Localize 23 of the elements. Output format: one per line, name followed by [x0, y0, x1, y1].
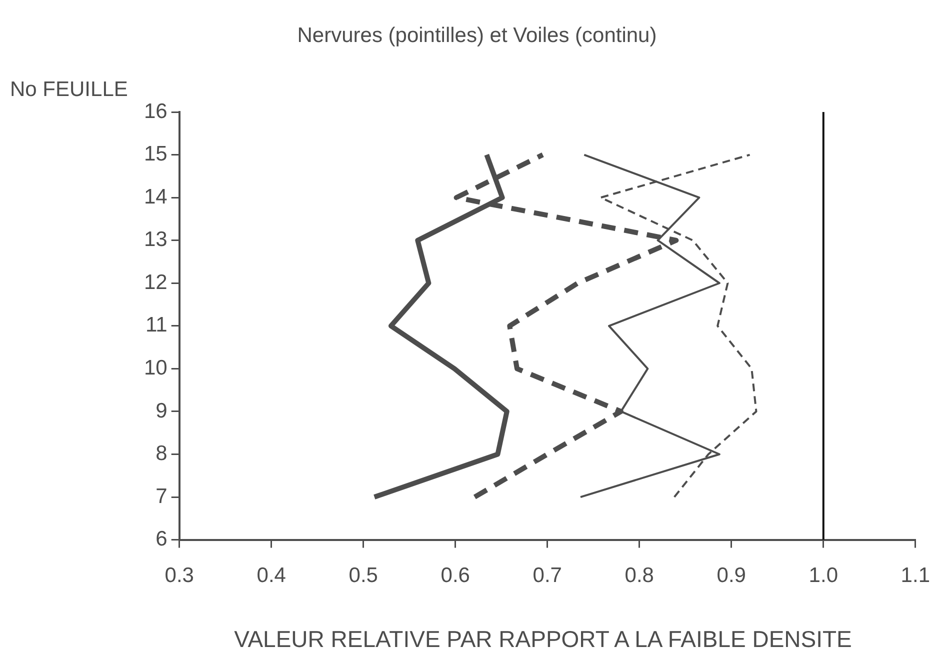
x-tick-label: 1.1 [900, 564, 930, 588]
x-tick-label: 0.9 [716, 564, 746, 588]
x-tick-label: 1.0 [808, 564, 838, 588]
y-tick-label: 11 [146, 314, 168, 337]
x-tick-label: 0.5 [348, 564, 378, 588]
y-tick-label: 7 [156, 484, 168, 508]
y-tick-label: 14 [144, 185, 168, 208]
y-tick-label: 8 [156, 442, 168, 466]
x-tick-label: 0.3 [164, 564, 194, 588]
x-tick-label: 0.4 [256, 564, 286, 588]
chart-title: Nervures (pointilles) et Voiles (continu) [296, 24, 658, 48]
x-axis-title: VALEUR RELATIVE PAR RAPPORT A LA FAIBLE DENSITE [233, 626, 853, 653]
y-axis-title: No FEUILLE [10, 78, 128, 102]
y-tick-label: 10 [144, 356, 168, 380]
y-tick-label: 6 [156, 528, 168, 551]
x-tick-label: 0.7 [532, 564, 562, 588]
x-tick-label: 0.8 [624, 564, 654, 588]
y-tick-label: 15 [144, 142, 168, 166]
y-tick-label: 16 [144, 100, 168, 123]
x-tick-label: 0.6 [440, 564, 470, 588]
y-tick-label: 12 [144, 270, 168, 294]
y-tick-label: 13 [144, 228, 168, 252]
y-tick-label: 9 [156, 399, 168, 422]
